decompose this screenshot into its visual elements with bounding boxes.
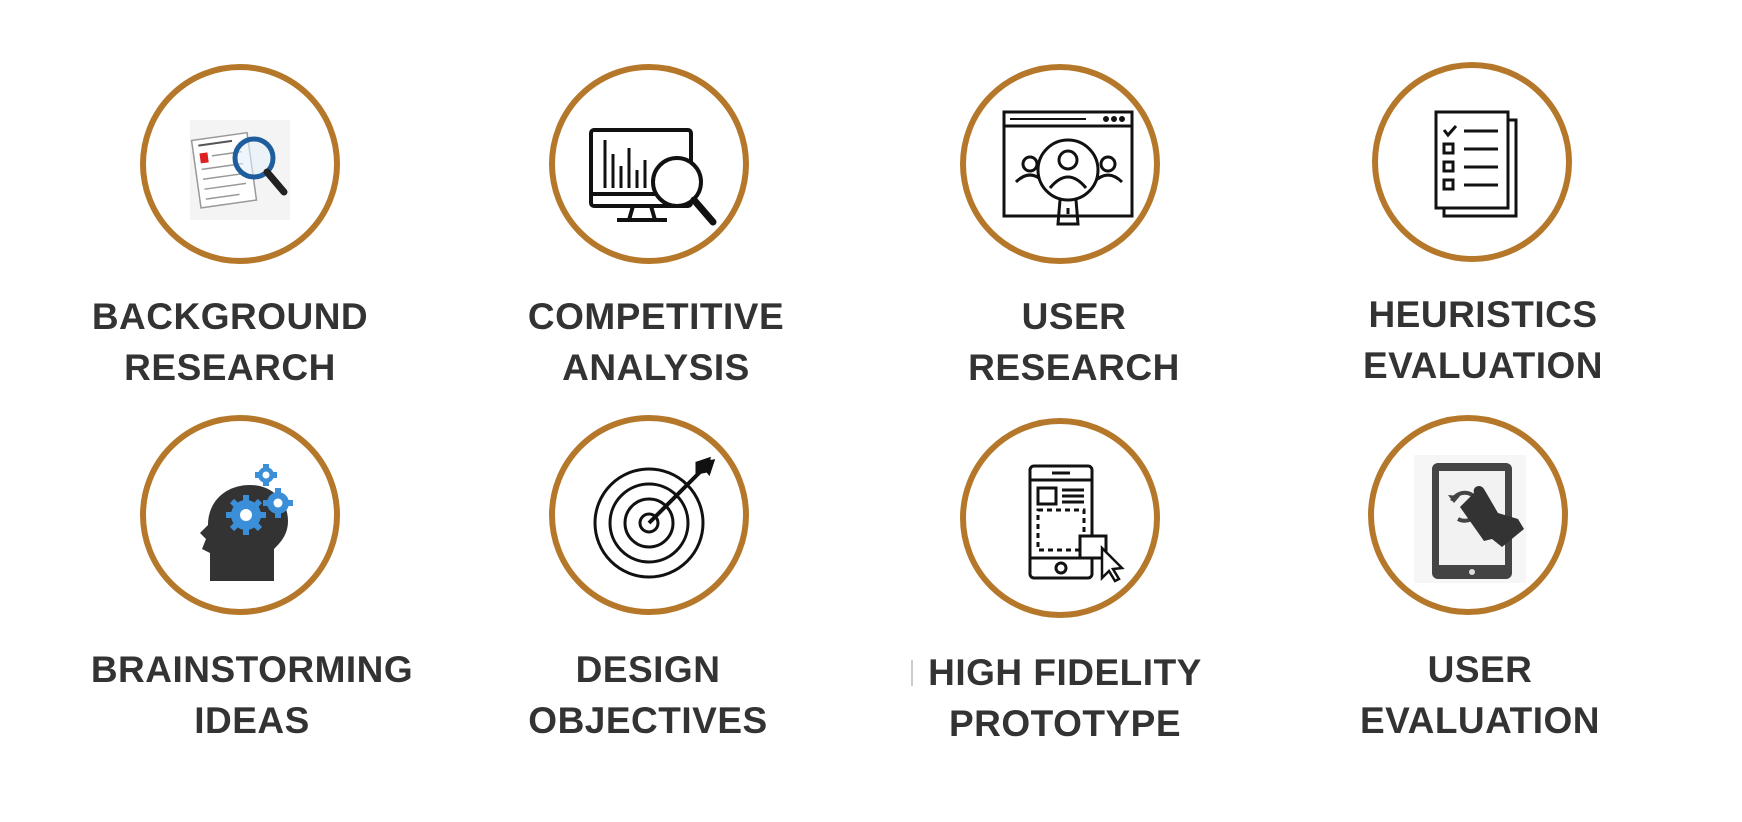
step-brainstorming-ideas [140, 415, 340, 615]
step-label: HIGH FIDELITY PROTOTYPE [928, 652, 1202, 744]
step-label: COMPETITIVE ANALYSIS [527, 296, 785, 388]
step-heuristics-evaluation [1372, 62, 1572, 262]
step-label: USER EVALUATION [1359, 649, 1600, 741]
step-label: USER RESEARCH [968, 296, 1180, 388]
tablet-touch-icon [1414, 455, 1526, 583]
step-label: BRAINSTORMING IDEAS [90, 649, 414, 741]
monitor-analysis-icon [589, 128, 717, 226]
step-background-research [140, 64, 340, 264]
checklist-icon [1434, 110, 1518, 218]
user-search-icon [1002, 110, 1134, 226]
step-label: DESIGN OBJECTIVES [528, 649, 768, 741]
text-cursor-mark [911, 660, 913, 686]
step-label: BACKGROUND RESEARCH [91, 296, 369, 388]
step-competitive-analysis [549, 64, 749, 264]
head-gears-icon [200, 464, 293, 581]
step-high-fidelity-prototype [960, 418, 1160, 618]
target-arrow-icon [593, 456, 716, 579]
step-user-evaluation [1368, 415, 1568, 615]
mobile-prototype-icon [1028, 464, 1125, 583]
step-design-objectives [549, 415, 749, 615]
step-user-research [960, 64, 1160, 264]
magnifier-document-icon [190, 120, 290, 220]
step-label: HEURISTICS EVALUATION [1362, 294, 1603, 386]
